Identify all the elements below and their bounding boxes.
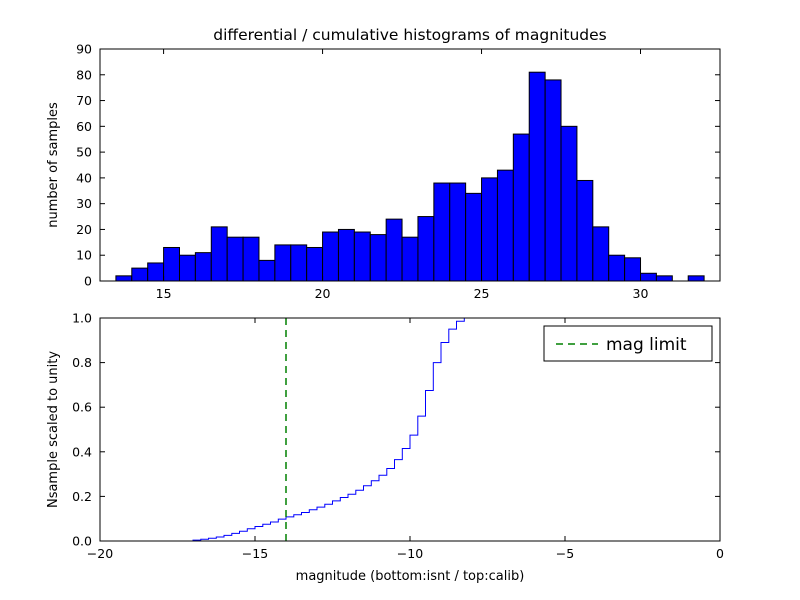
x-tick-label: −15	[242, 546, 268, 561]
histogram-bar	[417, 216, 435, 282]
histogram-bars	[115, 71, 705, 282]
x-tick-label: −10	[397, 546, 423, 561]
y-tick-label: 20	[76, 222, 92, 237]
y-tick-label: 70	[76, 93, 92, 108]
y-tick-label: 50	[76, 145, 92, 160]
y-tick-label: 80	[76, 67, 92, 82]
histogram-bar	[353, 231, 371, 282]
y-tick-label: 60	[76, 119, 92, 134]
histogram-bar	[131, 267, 149, 282]
histogram-bar	[608, 254, 626, 282]
bottom-plot: −20 −15 −10 −5 0 0.0 0.2 0.4 0.6 0.8 1.0 Nsample s…	[46, 311, 724, 585]
histogram-bar	[147, 262, 165, 282]
bottom-y-axis-label: Nsample scaled to unity	[46, 351, 61, 508]
histogram-bar	[163, 246, 180, 282]
top-plot: 15 20 25 30 0 10 20 30 40 50 60 70 80 90 differential…	[46, 26, 721, 301]
bottom-axes-ticks: −20 −15 −10 −5 0 0.0 0.2 0.4 0.6 0.8 1.0	[72, 311, 724, 562]
y-tick-label: 90	[76, 42, 92, 57]
histogram-bar	[576, 179, 594, 282]
histogram-bar	[226, 236, 244, 282]
histogram-bar	[544, 79, 562, 282]
y-tick-label: 0.4	[72, 444, 92, 459]
histogram-bar	[178, 254, 196, 282]
histogram-bar	[449, 182, 467, 282]
histogram-bar	[481, 177, 498, 282]
y-tick-label: 40	[76, 170, 92, 185]
histogram-bar	[290, 244, 308, 282]
y-tick-label: 30	[76, 196, 92, 211]
histogram-bar	[210, 226, 228, 282]
histogram-bar	[512, 133, 530, 282]
histogram-bar	[592, 226, 610, 282]
histogram-bar	[687, 275, 705, 282]
top-y-axis-label: number of samples	[46, 102, 61, 228]
histogram-bar	[369, 234, 387, 282]
histogram-bar	[560, 125, 578, 282]
y-tick-label: 0.2	[72, 489, 92, 504]
histogram-bar	[624, 257, 642, 282]
x-tick-label: −5	[556, 546, 574, 561]
histogram-bar	[401, 236, 419, 282]
x-tick-label: 0	[716, 546, 724, 561]
histogram-bar	[322, 231, 339, 282]
x-tick-label: 25	[474, 286, 490, 301]
histogram-bar	[385, 218, 403, 282]
x-tick-label: −20	[87, 546, 113, 561]
histogram-bar	[465, 192, 483, 282]
legend-frame	[543, 325, 713, 362]
histogram-bar	[194, 252, 212, 282]
y-tick-label: 1.0	[72, 311, 92, 326]
histogram-bar	[115, 275, 133, 282]
histogram-bar	[274, 244, 292, 282]
cumulative-step-line	[100, 317, 472, 542]
histogram-bar	[337, 228, 355, 282]
y-tick-label: 10	[76, 248, 92, 263]
legend-mag-limit-label: mag limit	[606, 335, 687, 355]
x-tick-label: 30	[633, 286, 649, 301]
y-tick-label: 0.8	[72, 355, 92, 370]
histogram-bar	[258, 259, 276, 282]
figure-title: differential / cumulative histograms of …	[213, 26, 606, 44]
y-tick-label: 0.0	[72, 534, 92, 549]
y-tick-label: 0	[84, 274, 92, 289]
histogram-bar	[528, 71, 546, 282]
top-axes-ticks: 15 20 25 30 0 10 20 30 40 50 60 70 80 90	[76, 42, 720, 301]
histogram-bar	[640, 272, 657, 282]
histogram-bar	[242, 236, 260, 282]
histogram-bar	[655, 275, 673, 282]
histogram-bar	[496, 169, 514, 282]
histogram-bar	[433, 182, 451, 282]
histogram-bar	[306, 246, 324, 282]
legend: mag limit	[543, 325, 713, 362]
x-axis-label: magnitude (bottom:isnt / top:calib)	[296, 569, 525, 584]
y-tick-label: 0.6	[72, 400, 92, 415]
x-tick-label: 15	[156, 286, 172, 301]
top-axes-frame	[99, 48, 721, 282]
x-tick-label: 20	[315, 286, 331, 301]
